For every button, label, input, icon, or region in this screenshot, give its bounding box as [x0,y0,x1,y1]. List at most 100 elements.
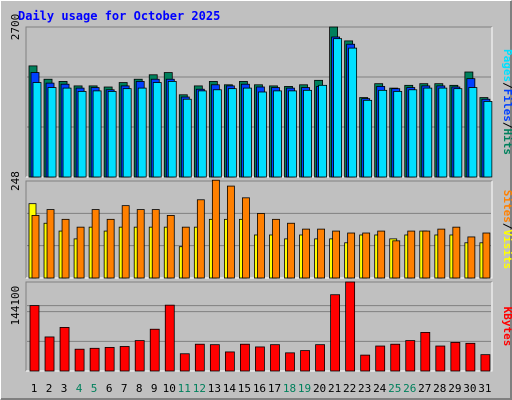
bar-sites [61,218,70,279]
bar-sites [332,230,341,279]
ymax-label: 248 [9,171,22,191]
bar-pages [167,81,177,178]
bar-kbytes [29,305,40,372]
day-label: 20 [313,382,326,395]
bar-sites [347,232,356,279]
day-label: 11 [178,382,191,395]
bar-sites [257,213,265,279]
day-label: 13 [208,382,221,395]
bar-sites [467,236,476,279]
bar-pages [107,91,117,178]
bar-pages [273,90,282,178]
bar-pages [92,90,102,178]
bar-kbytes [149,328,160,372]
bar-kbytes [164,304,175,372]
bar-pages [258,91,267,178]
bar-sites [226,185,235,279]
bar-kbytes [390,343,401,372]
day-label: 16 [253,382,266,395]
bar-sites [482,232,491,279]
legend-pages: Pages [501,49,512,82]
bar-sites [211,179,220,279]
bar-kbytes [89,347,100,372]
bar-pages [77,91,87,178]
bar-pages [438,87,448,178]
bar-pages [47,87,57,178]
bar-kbytes [435,345,446,372]
bar-sites [272,218,280,279]
bar-kbytes [209,344,220,372]
bar-pages [227,88,237,178]
bar-kbytes [240,343,250,372]
plot-border-shadow [25,281,492,371]
day-label: 21 [328,382,341,395]
legend-sites: Sites [501,190,512,223]
day-label: 24 [373,382,387,395]
bar-pages [152,82,162,178]
bar-sites [136,209,145,279]
ymax-label: 2700 [9,14,22,41]
bar-kbytes [179,353,190,372]
bar-sites [392,240,401,279]
ymax-label: 144100 [9,286,22,326]
bar-pages [348,47,358,178]
bar-sites [377,230,386,279]
day-label: 5 [91,382,98,395]
bar-kbytes [480,354,491,372]
day-label: 2 [46,382,53,395]
bar-pages [408,89,418,178]
day-label: 19 [298,382,311,395]
bar-kbytes [450,341,461,372]
day-label: 10 [163,382,176,395]
bar-kbytes [300,350,310,372]
legend-hits: Hits [501,129,512,156]
day-label: 8 [136,382,143,395]
legend-separator: / [501,122,512,129]
chart-title: Daily usage for October 2025 [18,9,220,23]
bar-sites [106,218,115,279]
bar-kbytes [119,346,130,372]
bar-sites [46,209,55,279]
day-label: 25 [388,382,401,395]
series-legend: Pages/Files/Hits [501,49,512,155]
bar-kbytes [315,344,325,372]
bar-kbytes [59,327,70,372]
bar-pages [288,90,297,178]
bar-sites [151,209,160,279]
bar-pages [62,87,72,178]
day-label: 26 [403,382,416,395]
bar-kbytes [134,340,145,372]
day-label: 9 [151,382,158,395]
day-label: 15 [238,382,251,395]
bar-pages [212,89,222,178]
day-label: 14 [223,382,237,395]
bar-kbytes [44,336,55,372]
day-label: 31 [478,382,491,395]
bar-pages [483,101,493,178]
day-label: 29 [448,382,461,395]
bar-kbytes [194,343,205,372]
bar-pages [122,88,132,178]
bar-sites [287,222,295,279]
bar-sites [76,226,85,279]
kbytes-panel: 144100 KBytes [9,281,512,372]
bar-pages [197,90,207,178]
day-label: 6 [106,382,113,395]
bar-kbytes [345,281,356,372]
bar-kbytes [330,294,341,372]
bar-sites [196,199,205,279]
bar-sites [121,205,130,279]
bar-pages [378,89,388,178]
bar-sites [317,228,325,279]
bar-pages [333,38,343,178]
bar-sites [242,197,250,279]
bar-kbytes [405,340,416,372]
legend-separator: / [501,82,512,89]
day-label: 27 [418,382,431,395]
bar-kbytes [420,332,431,372]
bar-sites [452,226,461,279]
bar-sites [362,232,371,279]
bar-pages [32,82,42,178]
